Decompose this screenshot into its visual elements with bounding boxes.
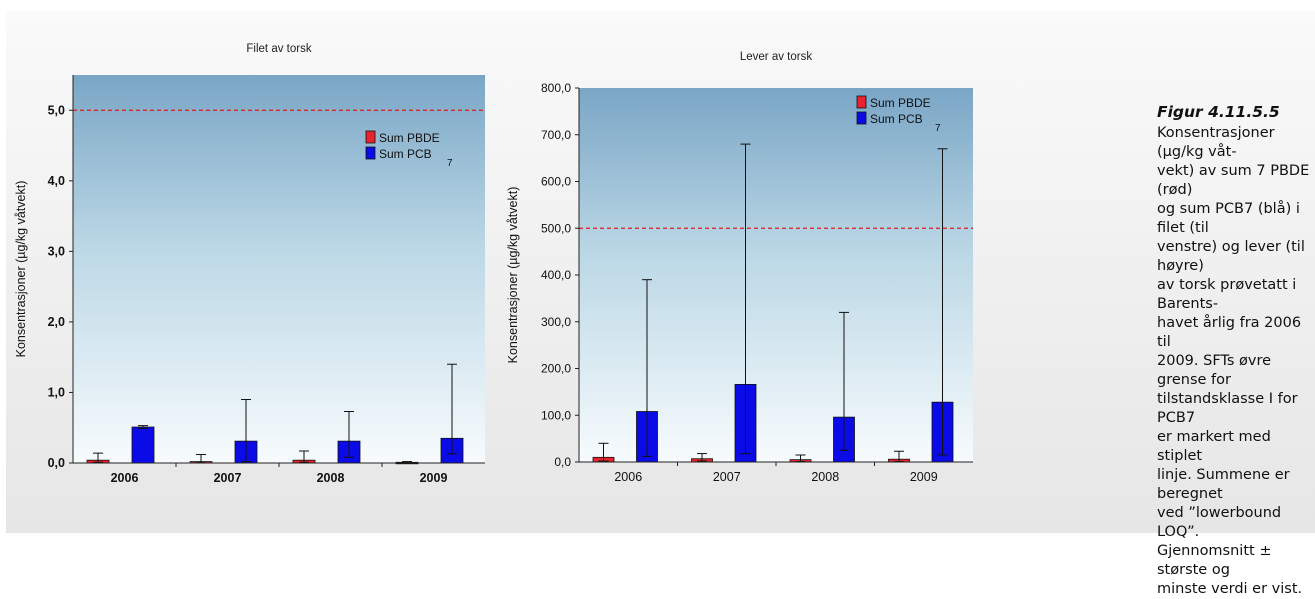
caption-line: minste verdi er vist. <box>1157 581 1303 597</box>
caption-body: Konsentrasjoner (µg/kg våt- vekt) av sum… <box>1157 124 1315 599</box>
y-axis-label: Konsentrasjoner (µg/kg våtvekt) <box>506 187 520 364</box>
y-tick-label: 800,0 <box>541 81 571 95</box>
caption-title: Figur 4.11.5.5 <box>1157 103 1280 121</box>
plot-area <box>73 75 485 463</box>
y-tick-label: 0,0 <box>554 455 571 469</box>
y-tick-label: 700,0 <box>541 128 571 142</box>
legend-label-pbde: Sum PBDE <box>870 96 931 110</box>
caption-line: ved ”lowerbound LOQ”. <box>1157 505 1282 540</box>
legend-swatch-pbde <box>365 130 376 144</box>
x-tick-label: 2007 <box>713 470 741 484</box>
caption-line: vekt) av sum 7 PBDE (rød) <box>1157 163 1310 198</box>
caption-line: og sum PCB7 (blå) i filet (til <box>1157 201 1300 236</box>
caption-line: linje. Summene er beregnet <box>1157 467 1290 502</box>
caption-line: havet årlig fra 2006 til <box>1157 315 1302 350</box>
legend-swatch-pcb <box>365 146 376 160</box>
x-tick-label: 2006 <box>614 470 642 484</box>
chart-filet: Filet av torsk Konsentrasjoner (µg/kg våt… <box>14 43 485 485</box>
caption-line: av torsk prøvetatt i Barents- <box>1157 277 1297 312</box>
plot-area <box>579 88 973 462</box>
figure-caption: Figur 4.11.5.5 Konsentrasjoner (µg/kg vå… <box>1157 103 1315 599</box>
caption-line: venstre) og lever (til høyre) <box>1157 239 1305 274</box>
y-tick-label: 1,0 <box>48 385 65 399</box>
legend-label-pcb-subscript: 7 <box>935 123 941 134</box>
y-tick-label: 200,0 <box>541 362 571 376</box>
y-tick-label: 400,0 <box>541 268 571 282</box>
caption-line: tilstandsklasse I for PCB7 <box>1157 391 1298 426</box>
y-tick-label: 3,0 <box>48 244 65 258</box>
x-tick-label: 2006 <box>111 471 139 485</box>
y-tick-label: 5,0 <box>48 103 65 117</box>
legend-label-pcb: Sum PCB <box>379 147 432 161</box>
y-tick-label: 2,0 <box>48 315 65 329</box>
caption-line: er markert med stiplet <box>1157 429 1271 464</box>
x-tick-label: 2008 <box>811 470 839 484</box>
y-tick-label: 600,0 <box>541 175 571 189</box>
y-tick-label: 500,0 <box>541 221 571 235</box>
x-tick-label: 2007 <box>214 471 242 485</box>
caption-line: Gjennomsnitt ± største og <box>1157 543 1272 578</box>
x-tick-label: 2009 <box>420 471 448 485</box>
caption-line: 2009. SFTs øvre grense for <box>1157 353 1272 388</box>
chart-lever: Lever av torsk Konsentrasjoner (µg/kg våt… <box>506 51 973 484</box>
legend-swatch-pcb <box>856 111 867 125</box>
y-axis-label: Konsentrasjoner (µg/kg våtvekt) <box>14 181 28 358</box>
legend-label-pbde: Sum PBDE <box>379 131 440 145</box>
y-tick-label: 100,0 <box>541 408 571 422</box>
y-tick-label: 0,0 <box>48 456 65 470</box>
x-tick-label: 2009 <box>910 470 938 484</box>
caption-line: Konsentrasjoner (µg/kg våt- <box>1157 125 1275 160</box>
legend-label-pcb: Sum PCB <box>870 112 923 126</box>
legend-label-pcb-subscript: 7 <box>447 158 453 169</box>
chart-title: Lever av torsk <box>740 51 812 63</box>
y-tick-label: 300,0 <box>541 315 571 329</box>
legend-swatch-pbde <box>856 95 867 109</box>
y-tick-label: 4,0 <box>48 174 65 188</box>
x-tick-label: 2008 <box>317 471 345 485</box>
chart-title: Filet av torsk <box>246 43 311 55</box>
